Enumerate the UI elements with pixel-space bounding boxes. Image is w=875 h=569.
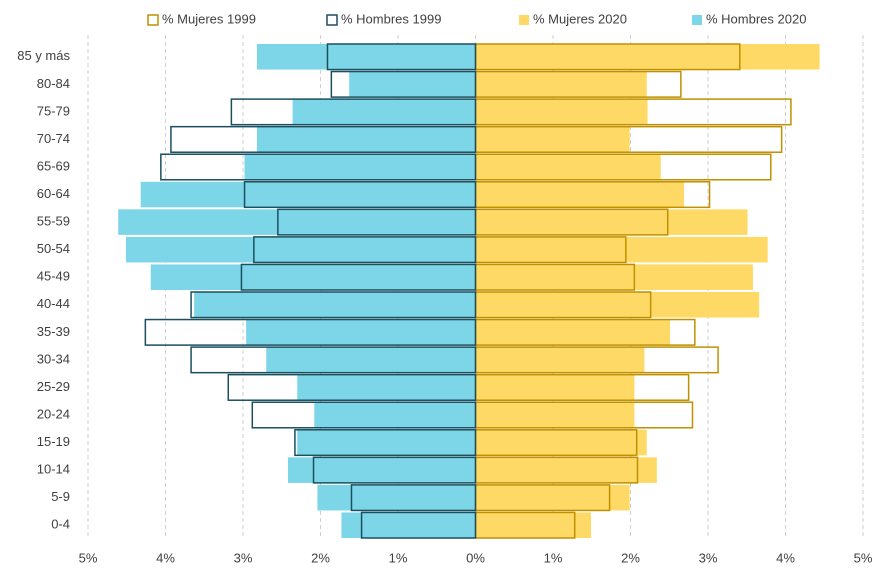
bar [475, 319, 671, 346]
bar [297, 374, 476, 401]
y-tick-label: 75-79 [37, 103, 70, 118]
bar [475, 264, 753, 290]
bar [144, 318, 477, 346]
x-tick-label: 3% [699, 550, 718, 565]
bar [170, 125, 477, 153]
x-tick-label: 2% [621, 550, 640, 565]
legend-swatch [326, 14, 338, 26]
legend-label: % Mujeres 1999 [162, 11, 256, 26]
y-tick-label: 10-14 [37, 462, 70, 477]
bar [341, 512, 476, 538]
bar [475, 236, 768, 263]
legend-label: % Hombres 2020 [706, 11, 806, 26]
bar [330, 70, 477, 98]
x-tick-label: 4% [156, 550, 175, 565]
x-tick-label: 0% [466, 550, 485, 565]
legend-swatch [692, 15, 702, 25]
bar [475, 44, 820, 70]
y-tick-label: 5-9 [51, 489, 70, 504]
bar [475, 402, 635, 428]
bar [475, 484, 630, 511]
bar [475, 347, 645, 373]
y-tick-label: 25-29 [37, 379, 70, 394]
x-tick-label: 4% [776, 550, 795, 565]
bar [475, 429, 647, 456]
bar [140, 181, 476, 208]
x-tick-label: 1% [389, 550, 408, 565]
y-tick-label: 65-69 [37, 158, 70, 173]
bar [277, 208, 477, 236]
y-tick-label: 50-54 [37, 241, 70, 256]
bar [194, 292, 476, 318]
bar [253, 236, 477, 264]
y-tick-label: 0-4 [51, 517, 70, 532]
bar [349, 71, 476, 98]
y-tick-label: 40-44 [37, 296, 70, 311]
y-tick-label: 35-39 [37, 324, 70, 339]
bar [256, 126, 476, 153]
bar [475, 154, 661, 180]
x-tick-label: 2% [311, 550, 330, 565]
y-tick-label: 80-84 [37, 76, 70, 91]
bar [125, 236, 476, 263]
bar [227, 373, 477, 401]
bar [360, 511, 477, 539]
bar [243, 181, 477, 209]
bar [294, 429, 477, 457]
bar [244, 154, 476, 180]
y-tick-label: 70-74 [37, 131, 70, 146]
bar [240, 263, 477, 291]
bar [287, 457, 476, 483]
bar [256, 44, 476, 70]
x-tick-label: 3% [234, 550, 253, 565]
bar [160, 153, 477, 181]
legend-label: % Mujeres 2020 [533, 11, 627, 26]
bar [150, 264, 476, 290]
bar [251, 401, 477, 429]
y-tick-label: 15-19 [37, 434, 70, 449]
bar [326, 43, 477, 71]
bar [350, 484, 477, 512]
bar [312, 456, 477, 484]
bar [266, 347, 476, 373]
legend-swatch [519, 15, 529, 25]
y-tick-label: 60-64 [37, 186, 70, 201]
bar [230, 98, 477, 126]
bar [475, 292, 760, 318]
bar [292, 99, 476, 125]
bar [475, 457, 657, 483]
x-tick-label: 5% [854, 550, 873, 565]
bar [317, 484, 476, 511]
bar [475, 209, 748, 235]
y-tick-label: 45-49 [37, 269, 70, 284]
legend-label: % Hombres 1999 [341, 11, 441, 26]
bar [246, 319, 476, 346]
bar [475, 374, 635, 401]
bar [190, 346, 477, 374]
legend-swatch [147, 14, 159, 26]
y-tick-label: 30-34 [37, 351, 70, 366]
x-tick-label: 1% [544, 550, 563, 565]
bar [475, 512, 591, 538]
bar [475, 71, 647, 98]
bar [314, 402, 476, 428]
bar [297, 429, 476, 456]
bar [475, 181, 684, 208]
y-tick-label: 85 y más [17, 48, 70, 63]
y-tick-label: 20-24 [37, 406, 70, 421]
bar [190, 291, 477, 319]
bar [475, 99, 648, 125]
bar [118, 209, 476, 235]
y-tick-label: 55-59 [37, 214, 70, 229]
bar [475, 126, 630, 153]
x-tick-label: 5% [79, 550, 98, 565]
